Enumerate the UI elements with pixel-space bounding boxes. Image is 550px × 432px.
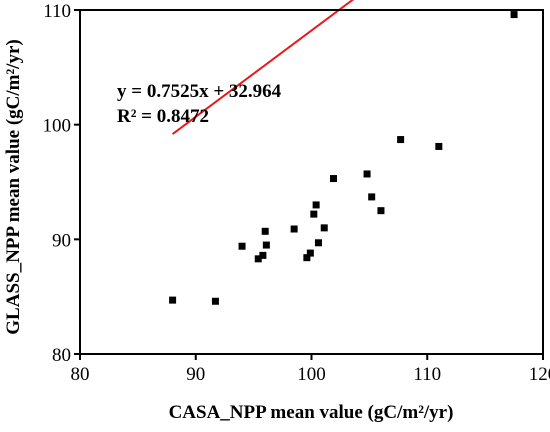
data-point [320,224,328,232]
x-axis-title: CASA_NPP mean value (gC/m²/yr) [169,402,454,423]
x-tick-label: 100 [297,364,326,385]
x-tick-label: 90 [186,364,205,385]
x-tick-label: 80 [71,364,90,385]
axis-ticks: 80 90 100 110 120 80 90 100 110 [43,1,550,385]
data-point [169,296,177,304]
plot-marks [169,0,518,305]
x-tick-label: 120 [529,364,550,385]
data-point [363,170,371,178]
data-point [211,297,219,305]
data-point [314,239,322,247]
y-tick-label: 90 [52,230,71,251]
data-point [290,225,298,233]
data-point [238,242,246,250]
r-squared-label: R² = 0.8472 [117,106,209,127]
data-point [261,227,269,235]
data-point [329,175,337,183]
x-tick-label: 110 [413,364,441,385]
y-tick-label: 80 [52,345,71,366]
plot-frame [79,9,544,355]
regression-line [172,0,355,135]
y-tick-label: 110 [43,1,71,22]
data-point [262,241,270,249]
data-point [368,193,376,201]
data-point [259,251,267,259]
data-point [377,207,385,215]
data-point [310,210,318,218]
y-axis-title: GLASS_NPP mean value (gC/m²/yr) [3,39,24,334]
y-tick-label: 100 [43,116,72,137]
data-point [303,254,311,262]
data-point [306,249,314,257]
data-point [254,255,262,263]
data-point [397,136,405,144]
data-point [435,142,443,150]
data-point [312,201,320,209]
data-point [510,11,518,19]
regression-equation: y = 0.7525x + 32.964 [117,81,282,102]
